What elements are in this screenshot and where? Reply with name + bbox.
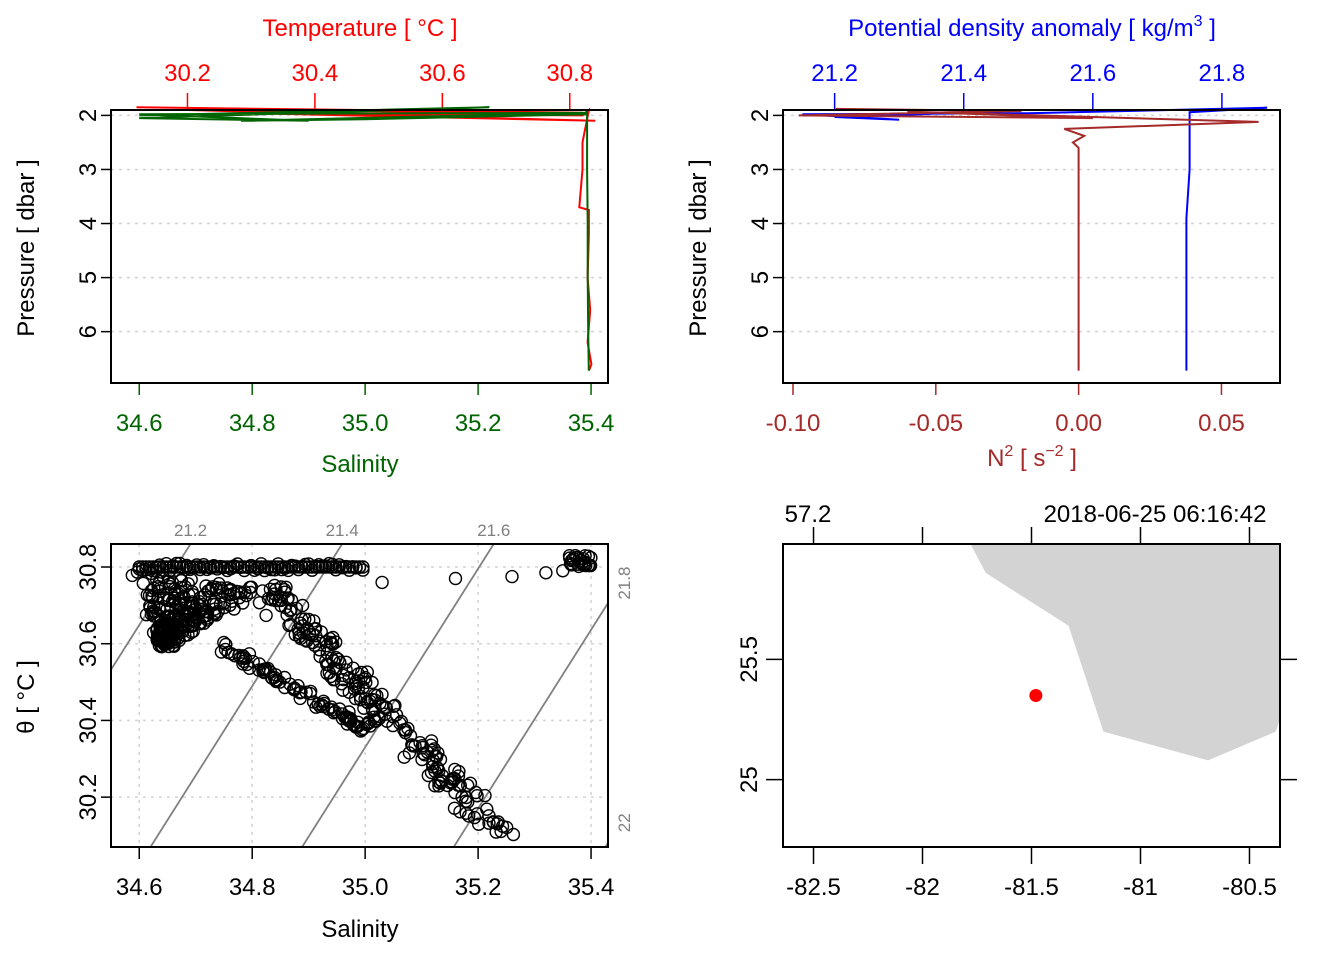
x-tick-label: 34.6 <box>116 874 163 901</box>
map-top-label-right: 2018-06-25 06:16:42 <box>1044 501 1267 528</box>
y-tick-label: 5 <box>747 271 774 284</box>
x-tick-label: -82 <box>905 874 940 901</box>
isopycnal-label: 21.4 <box>326 521 359 540</box>
y-tick-label: 5 <box>75 271 102 284</box>
y-tick-label: 30.6 <box>75 620 102 667</box>
x-bottom-tick-label: 34.6 <box>116 410 163 437</box>
panel-map: 57.2 2018-06-25 06:16:42 -82.5 -82 -81.5 -8… <box>736 501 1297 901</box>
x-top-tick-label: 21.8 <box>1199 60 1246 87</box>
y-axis-title-theta: θ [ °C ] <box>13 660 40 734</box>
y-axis-title-pressure-2: Pressure [ dbar ] <box>685 159 712 336</box>
x-bottom-tick-label: 35.4 <box>568 410 615 437</box>
map-top-label-left: 57.2 <box>785 501 832 528</box>
x-tick-label: -80.5 <box>1222 874 1277 901</box>
scatter-point <box>481 803 493 815</box>
top-axis-title-density: Potential density anomaly [ kg/m3 ] <box>848 13 1216 42</box>
y-tick-label: 6 <box>747 325 774 338</box>
isopycnal-group <box>0 529 807 874</box>
y-tick-label: 30.4 <box>75 697 102 744</box>
y-tick-label: 4 <box>75 217 102 230</box>
x-tick-label: 35.2 <box>455 874 502 901</box>
y-tick-label: 25.5 <box>736 636 763 683</box>
isopycnal-label: 21.8 <box>615 567 634 600</box>
scatter-point <box>357 564 369 576</box>
y-tick-label: 4 <box>747 217 774 230</box>
y-tick-label: 30.8 <box>75 544 102 591</box>
y-tick-label: 3 <box>747 163 774 176</box>
x-bottom-tick-label: -0.10 <box>766 410 821 437</box>
scatter-point <box>398 751 410 763</box>
x-tick-label: -81.5 <box>1004 874 1059 901</box>
y-tick-label: 2 <box>747 109 774 122</box>
figure: Temperature [ °C ] Salinity Pressure [ d… <box>0 0 1344 960</box>
x-tick-label: 35.4 <box>568 874 615 901</box>
scatter-point <box>507 829 519 841</box>
scatter-point <box>260 609 272 621</box>
y-axis-title-pressure: Pressure [ dbar ] <box>13 159 40 336</box>
y-tick-label: 2 <box>75 109 102 122</box>
isopycnal-label: 21.2 <box>174 521 207 540</box>
land-polygon <box>971 544 1281 760</box>
series-line-temperature <box>137 107 596 370</box>
scatter-point <box>540 567 552 579</box>
y-tick-label: 3 <box>75 163 102 176</box>
x-top-tick-label: 30.2 <box>164 60 211 87</box>
x-top-tick-label: 21.4 <box>940 60 987 87</box>
x-bottom-tick-label: 35.2 <box>455 410 502 437</box>
panel-density-profile: Potential density anomaly [ kg/m3 ] N2 [… <box>685 13 1280 472</box>
bottom-axis-title-salinity: Salinity <box>321 451 398 478</box>
scatter-point <box>506 571 518 583</box>
x-top-tick-label: 21.2 <box>811 60 858 87</box>
x-axis-title-salinity: Salinity <box>321 916 398 943</box>
y-tick-label: 25 <box>736 766 763 793</box>
x-tick-label: 34.8 <box>229 874 276 901</box>
x-bottom-tick-label: 0.00 <box>1055 410 1102 437</box>
y-tick-label: 30.2 <box>75 774 102 821</box>
x-top-tick-label: 30.4 <box>292 60 339 87</box>
plot-frame <box>111 110 608 383</box>
x-bottom-tick-label: 34.8 <box>229 410 276 437</box>
scatter-point <box>557 565 569 577</box>
x-top-tick-label: 21.6 <box>1069 60 1116 87</box>
top-axis-title-temperature: Temperature [ °C ] <box>263 15 458 42</box>
x-top-tick-label: 30.6 <box>419 60 466 87</box>
panel-ts-profile: Temperature [ °C ] Salinity Pressure [ d… <box>13 15 614 478</box>
isopycnal-label: 22 <box>615 813 634 832</box>
x-tick-label: -81 <box>1123 874 1158 901</box>
plot-frame <box>783 110 1280 383</box>
bottom-axis-title-n2: N2 [ s−2 ] <box>987 443 1077 472</box>
station-marker <box>1029 689 1042 702</box>
scatter-point <box>450 573 462 585</box>
isopycnal-label: 21.6 <box>477 521 510 540</box>
x-tick-label: 35.0 <box>342 874 389 901</box>
x-bottom-tick-label: 0.05 <box>1198 410 1245 437</box>
panel-ts-diagram: Salinity θ [ °C ] 34.6 34.8 35.0 35.2 35.4 30… <box>0 521 807 943</box>
scatter-point <box>376 576 388 588</box>
y-tick-label: 6 <box>75 325 102 338</box>
x-tick-label: -82.5 <box>786 874 841 901</box>
scatter-point <box>257 585 269 597</box>
x-bottom-tick-label: 35.0 <box>342 410 389 437</box>
x-bottom-tick-label: -0.05 <box>908 410 963 437</box>
x-top-tick-label: 30.8 <box>546 60 593 87</box>
